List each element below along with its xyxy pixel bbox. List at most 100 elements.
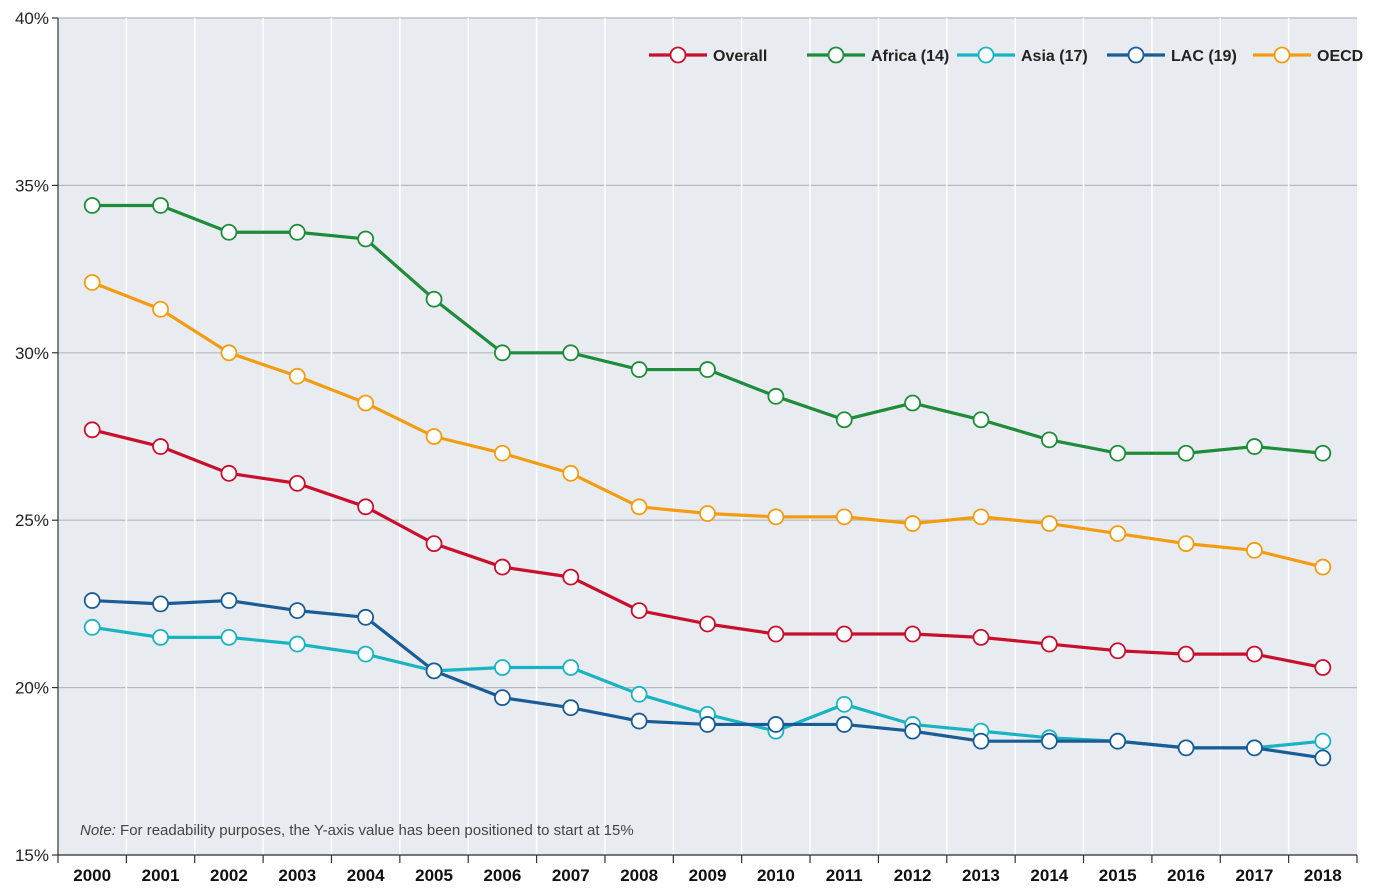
data-point-overall bbox=[1314, 659, 1332, 676]
data-point-africa-14 bbox=[152, 197, 169, 214]
data-point-africa-14 bbox=[904, 394, 922, 412]
data-point-asia-17 bbox=[152, 628, 169, 646]
data-point-lac-19 bbox=[493, 689, 511, 707]
x-tick-label: 2013 bbox=[962, 866, 1000, 885]
data-point-overall bbox=[562, 568, 580, 586]
x-tick-label: 2011 bbox=[826, 866, 863, 885]
series-africa-14 bbox=[83, 197, 1332, 462]
data-point-oecd bbox=[425, 428, 443, 445]
data-point-oecd bbox=[493, 444, 511, 462]
x-tick-label: 2008 bbox=[620, 866, 658, 885]
x-tick-label: 2000 bbox=[73, 866, 111, 885]
data-point-africa-14 bbox=[220, 223, 238, 241]
data-point-africa-14 bbox=[1109, 444, 1127, 462]
data-point-overall bbox=[425, 535, 443, 553]
legend-label: Overall bbox=[713, 48, 767, 65]
legend-swatch-marker bbox=[1273, 46, 1291, 64]
data-point-lac-19 bbox=[972, 732, 990, 750]
data-point-africa-14 bbox=[83, 197, 101, 214]
y-axis: 15% 20% 25% 30% 35% 40% bbox=[15, 9, 59, 865]
data-point-oecd bbox=[835, 508, 853, 526]
series-layer bbox=[83, 197, 1332, 767]
data-point-overall bbox=[1246, 645, 1263, 663]
data-point-oecd bbox=[288, 367, 306, 385]
legend-item-lac-19: LAC (19) bbox=[1107, 46, 1237, 65]
data-point-africa-14 bbox=[562, 344, 580, 362]
x-tick-label: 2017 bbox=[1236, 866, 1274, 885]
series-lac-19 bbox=[83, 592, 1332, 767]
data-point-lac-19 bbox=[835, 716, 853, 733]
x-tick-label: 2009 bbox=[689, 866, 727, 885]
data-point-overall bbox=[699, 615, 716, 633]
data-point-overall bbox=[835, 625, 853, 643]
data-point-lac-19 bbox=[357, 608, 375, 626]
data-point-lac-19 bbox=[1314, 749, 1332, 767]
x-tick-label: 2010 bbox=[757, 866, 795, 885]
y-tick-label: 15% bbox=[15, 846, 49, 865]
data-point-oecd bbox=[630, 498, 648, 516]
chart-note: Note: For readability purposes, the Y-ax… bbox=[80, 822, 634, 839]
data-point-overall bbox=[972, 628, 990, 646]
legend-item-oecd: OECD bbox=[1253, 46, 1363, 65]
data-point-africa-14 bbox=[835, 411, 853, 429]
legend-label: Asia (17) bbox=[1021, 48, 1088, 65]
data-point-oecd bbox=[152, 300, 169, 318]
x-tick-label: 2002 bbox=[210, 866, 248, 885]
legend-item-africa-14: Africa (14) bbox=[807, 46, 949, 65]
data-point-africa-14 bbox=[357, 230, 375, 248]
x-tick-label: 2016 bbox=[1167, 866, 1205, 885]
x-tick-label: 2005 bbox=[415, 866, 453, 885]
note-label: Note: bbox=[80, 822, 116, 839]
x-tick-label: 2012 bbox=[894, 866, 932, 885]
data-point-asia-17 bbox=[493, 659, 511, 676]
data-point-lac-19 bbox=[152, 595, 169, 613]
series-oecd bbox=[83, 274, 1332, 576]
data-point-oecd bbox=[357, 394, 375, 412]
legend-label: OECD bbox=[1317, 48, 1363, 65]
data-point-asia-17 bbox=[83, 618, 101, 636]
legend-swatch-marker bbox=[669, 46, 687, 64]
legend-swatch-marker bbox=[1127, 46, 1145, 64]
data-point-oecd bbox=[904, 515, 922, 532]
data-point-oecd bbox=[562, 464, 580, 482]
y-tick-label: 20% bbox=[15, 679, 49, 698]
data-point-lac-19 bbox=[767, 716, 785, 733]
data-point-lac-19 bbox=[699, 716, 716, 733]
data-point-lac-19 bbox=[425, 662, 443, 680]
data-point-africa-14 bbox=[1246, 438, 1263, 455]
series-overall bbox=[83, 421, 1332, 676]
legend-swatch-marker bbox=[977, 46, 995, 64]
y-tick-label: 25% bbox=[15, 511, 49, 530]
data-point-overall bbox=[630, 602, 648, 619]
data-point-asia-17 bbox=[630, 685, 648, 703]
x-tick-label: 2003 bbox=[278, 866, 316, 885]
data-point-overall bbox=[1109, 642, 1127, 660]
x-tick-label: 2007 bbox=[552, 866, 590, 885]
x-tick-label: 2001 bbox=[142, 866, 180, 885]
data-point-oecd bbox=[1040, 515, 1058, 532]
data-point-oecd bbox=[1109, 525, 1127, 542]
data-point-lac-19 bbox=[904, 722, 922, 740]
data-point-overall bbox=[1040, 635, 1058, 653]
data-point-overall bbox=[1177, 645, 1195, 663]
data-point-asia-17 bbox=[288, 635, 306, 653]
legend-label: Africa (14) bbox=[871, 48, 949, 65]
data-point-oecd bbox=[767, 508, 785, 526]
data-point-overall bbox=[767, 625, 785, 643]
gridlines bbox=[58, 17, 1357, 856]
data-point-africa-14 bbox=[767, 387, 785, 405]
data-point-oecd bbox=[220, 344, 238, 362]
data-point-lac-19 bbox=[630, 712, 648, 730]
y-tick-label: 40% bbox=[15, 9, 49, 28]
x-tick-label: 2004 bbox=[347, 866, 385, 885]
data-point-asia-17 bbox=[562, 659, 580, 676]
legend-item-asia-17: Asia (17) bbox=[957, 46, 1088, 65]
data-point-lac-19 bbox=[1040, 732, 1058, 750]
legend: Overall Africa (14) Asia (17) LAC (19) OECD bbox=[649, 46, 1363, 65]
data-point-lac-19 bbox=[1246, 739, 1263, 757]
data-point-oecd bbox=[1314, 558, 1332, 576]
data-point-asia-17 bbox=[835, 695, 853, 713]
data-point-africa-14 bbox=[288, 223, 306, 241]
data-point-oecd bbox=[699, 505, 716, 522]
